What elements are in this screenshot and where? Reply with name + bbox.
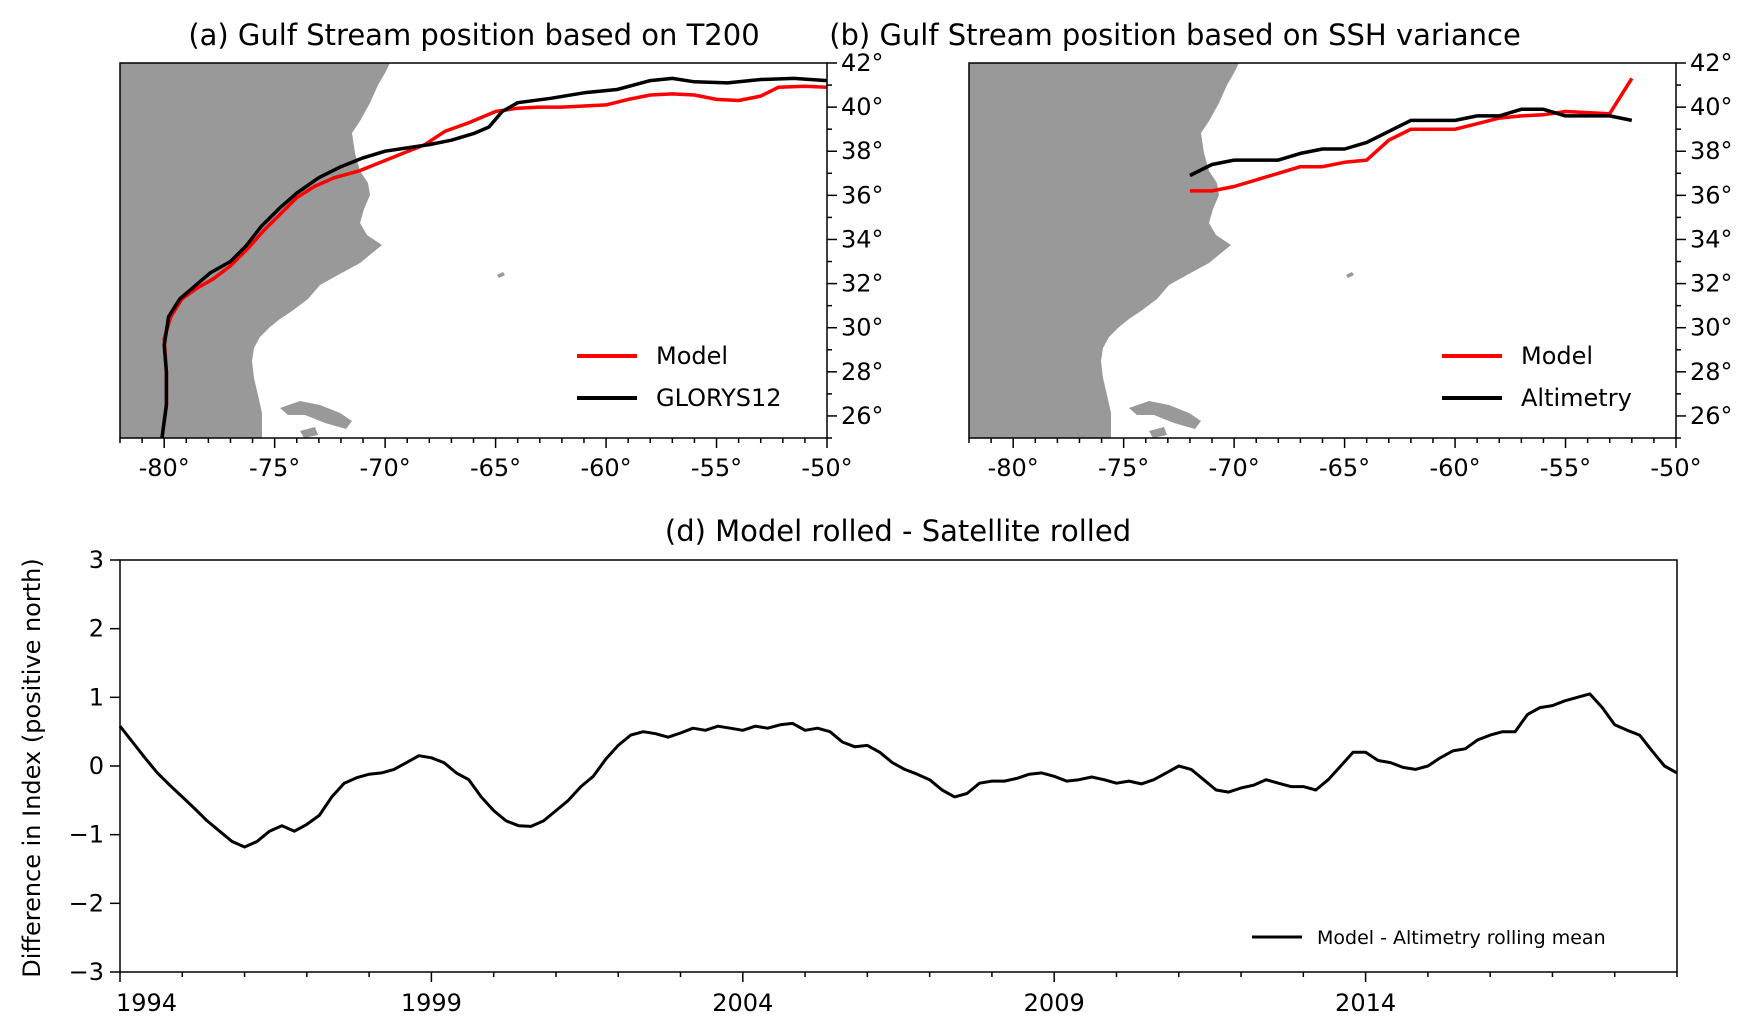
panel-d-title: (d) Model rolled - Satellite rolled	[665, 514, 1131, 548]
y-tick-label: 26°	[841, 402, 884, 430]
panel-a-y-axis: 26° 28° 30° 32° 34° 36° 38° 40° 42°	[827, 49, 884, 439]
y-tick-label: 26°	[1690, 402, 1733, 430]
y-tick-label: 32°	[1690, 270, 1733, 298]
legend-label-glorys12: GLORYS12	[656, 384, 782, 412]
panel-d-y-label: Difference in Index (positive north)	[18, 558, 46, 977]
panel-b-title: (b) Gulf Stream position based on SSH va…	[829, 18, 1521, 52]
x-tick-label: 2009	[1024, 989, 1085, 1017]
panel-a-x-axis: -80° -75° -70° -65° -60° -55° -50°	[119, 438, 853, 482]
x-tick-label: -55°	[691, 454, 742, 482]
panel-d: (d) Model rolled - Satellite rolled Diff…	[18, 514, 1678, 1017]
y-tick-label: 1	[89, 683, 104, 711]
x-tick-label: -65°	[1319, 454, 1370, 482]
panel-a-title: (a) Gulf Stream position based on T200	[188, 18, 759, 52]
x-tick-label: -75°	[1098, 454, 1149, 482]
x-tick-label: 2014	[1335, 989, 1396, 1017]
x-tick-label: -50°	[801, 454, 852, 482]
legend-label-model: Model	[1521, 342, 1593, 370]
legend-label-rolling-mean: Model - Altimetry rolling mean	[1317, 927, 1606, 949]
y-tick-label: 30°	[1690, 314, 1733, 342]
y-tick-label: 2	[89, 615, 104, 643]
y-tick-label: 34°	[1690, 225, 1733, 253]
land-coastline	[969, 63, 1354, 438]
land-coastline	[120, 63, 505, 438]
y-tick-label: −3	[69, 958, 104, 986]
y-tick-label: 38°	[1690, 137, 1733, 165]
series-line-model	[1189, 77, 1634, 193]
panel-b: (b) Gulf Stream position based on SSH va…	[829, 18, 1732, 482]
y-tick-label: 28°	[841, 358, 884, 386]
x-tick-label: -65°	[470, 454, 521, 482]
panel-d-y-axis: −3 −2 −1 0 1 2 3	[69, 546, 120, 986]
series-line-altimetry	[1189, 107, 1633, 178]
panel-a: (a) Gulf Stream position based on T200 -…	[119, 18, 884, 482]
y-tick-label: −1	[69, 821, 104, 849]
x-tick-label: -80°	[139, 454, 190, 482]
y-tick-label: 28°	[1690, 358, 1733, 386]
y-tick-label: 30°	[841, 314, 884, 342]
y-tick-label: 42°	[1690, 49, 1733, 77]
x-tick-label: -55°	[1540, 454, 1591, 482]
y-tick-label: −2	[69, 889, 104, 917]
y-tick-label: 36°	[1690, 181, 1733, 209]
x-tick-label: -70°	[1209, 454, 1260, 482]
y-tick-label: 42°	[841, 49, 884, 77]
y-tick-label: 0	[89, 752, 104, 780]
panel-d-legend: Model - Altimetry rolling mean	[1252, 927, 1606, 949]
x-tick-label: 2004	[712, 989, 773, 1017]
y-tick-label: 38°	[841, 137, 884, 165]
x-tick-label: -50°	[1650, 454, 1701, 482]
y-tick-label: 40°	[1690, 93, 1733, 121]
x-tick-label: -70°	[360, 454, 411, 482]
x-tick-label: -75°	[249, 454, 300, 482]
legend-label-altimetry: Altimetry	[1521, 384, 1632, 412]
x-tick-label: 1994	[116, 989, 177, 1017]
y-tick-label: 40°	[841, 93, 884, 121]
panel-b-map	[969, 63, 1634, 438]
panel-a-legend: Model GLORYS12	[577, 342, 782, 412]
series-line-glorys12	[160, 76, 827, 438]
y-tick-label: 3	[89, 546, 104, 574]
panel-b-legend: Model Altimetry	[1442, 342, 1632, 412]
x-tick-label: 1999	[401, 989, 462, 1017]
panel-a-map	[120, 63, 827, 438]
x-tick-label: -60°	[1429, 454, 1480, 482]
y-tick-label: 34°	[841, 225, 884, 253]
series-line-rolling-mean	[118, 692, 1678, 849]
panel-b-x-axis: -80° -75° -70° -65° -60° -55° -50°	[968, 438, 1702, 482]
panel-d-x-axis: 1994 1999 2004 2009 2014	[116, 972, 1678, 1017]
legend-label-model: Model	[656, 342, 728, 370]
panel-b-y-axis: 26° 28° 30° 32° 34° 36° 38° 40° 42°	[1676, 49, 1733, 439]
y-tick-label: 36°	[841, 181, 884, 209]
x-tick-label: -60°	[580, 454, 631, 482]
y-tick-label: 32°	[841, 270, 884, 298]
x-tick-label: -80°	[988, 454, 1039, 482]
